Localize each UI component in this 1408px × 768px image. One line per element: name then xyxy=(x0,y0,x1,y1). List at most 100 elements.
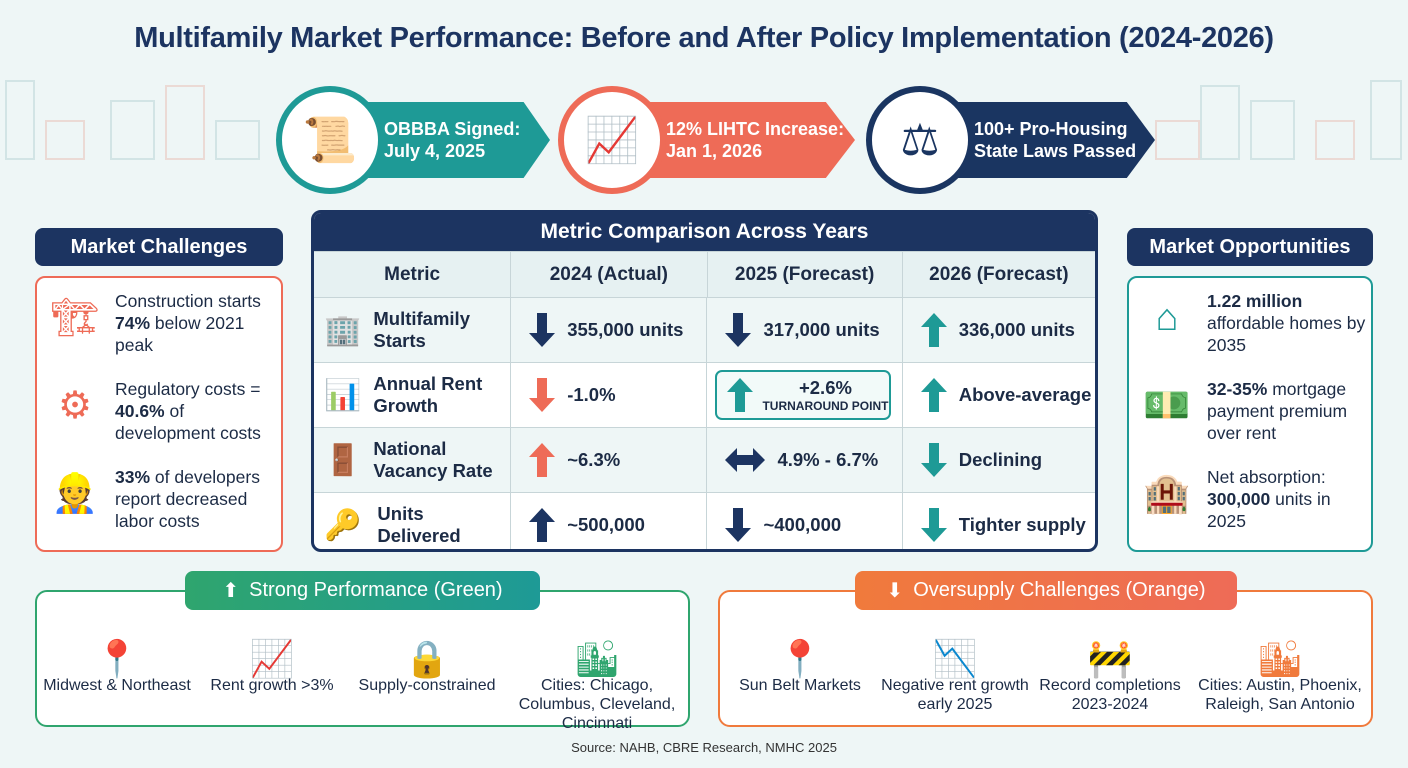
skyline-left-decoration xyxy=(0,70,270,160)
oversupply-item-text: Negative rent growth early 2025 xyxy=(881,677,1029,713)
document-certificate-icon: 📜 xyxy=(276,86,384,194)
challenges-item-text: Construction starts 74% below 2021 peak xyxy=(115,291,261,355)
page-title: Multifamily Market Performance: Before a… xyxy=(134,22,1274,54)
worker-icon: 👷 xyxy=(51,473,99,515)
lock-icon: 🔒 xyxy=(404,638,450,679)
bar-growth-icon: 📈 xyxy=(249,638,295,679)
table-title: Metric Comparison Across Years xyxy=(314,213,1095,251)
value-cell: Above-average xyxy=(901,363,1095,427)
strong-performance-panel: 📍 Midwest & Northeast 📈 Rent growth >3% … xyxy=(35,590,690,732)
metric-cell: 🏢 Multifamily Starts xyxy=(314,298,511,362)
value-text: Above-average xyxy=(958,384,1092,405)
strong-item: 📈 Rent growth >3% xyxy=(197,622,347,695)
arrow-down-icon xyxy=(920,508,947,542)
gear-dollar-icon: ⚙ xyxy=(57,385,93,427)
value-text: +2.6% xyxy=(798,377,852,398)
strong-item-text: Midwest & Northeast xyxy=(43,677,191,694)
challenges-header: Market Challenges xyxy=(35,228,283,266)
building-icon: 🏢 xyxy=(324,313,362,347)
arrow-up-icon xyxy=(920,313,947,347)
arrow-down-icon xyxy=(529,313,556,347)
value-cell: ~400,000 xyxy=(706,493,901,549)
strong-item-text: Supply-constrained xyxy=(358,677,496,694)
table-row: 🔑 Units Delivered ~500,000 ~400,000 Tighter … xyxy=(314,492,1095,549)
building-plus-icon: 🏨 xyxy=(1143,473,1191,515)
oversupply-title: Oversupply Challenges (Orange) xyxy=(913,579,1206,601)
value-text: ~400,000 xyxy=(763,514,842,535)
arrow-down-icon xyxy=(725,313,752,347)
value-text: Declining xyxy=(958,449,1042,470)
map-pin-icon: 📍 xyxy=(777,638,823,679)
house-heart-icon: ⌂ xyxy=(1155,297,1179,339)
opportunities-item-text: Net absorption: 300,000 units in 2025 xyxy=(1207,467,1331,531)
strong-item: 🔒 Supply-constrained xyxy=(352,622,502,695)
value-cell: +2.6% TURNAROUND POINT xyxy=(706,363,901,427)
arrow-down-icon xyxy=(920,443,947,477)
arrow-up-icon xyxy=(920,378,947,412)
value-cell: 355,000 units xyxy=(510,298,707,362)
column-header: 2026 (Forecast) xyxy=(901,252,1095,297)
oversupply-item: 🏙 Cities: Austin, Phoenix, Raleigh, San … xyxy=(1195,622,1365,714)
value-text: -1.0% xyxy=(567,384,616,405)
oversupply-item-text: Cities: Austin, Phoenix, Raleigh, San An… xyxy=(1198,677,1362,713)
value-text: 355,000 units xyxy=(567,319,684,340)
oversupply-header: ⬇ Oversupply Challenges (Orange) xyxy=(855,571,1237,610)
metric-comparison-table: Metric Comparison Across Years Metric 202… xyxy=(311,210,1098,552)
strong-item-text: Cities: Chicago, Columbus, Cleveland, Ci… xyxy=(518,677,676,732)
value-cell: ~500,000 xyxy=(510,493,706,549)
strong-performance-header: ⬆ Strong Performance (Green) xyxy=(185,571,540,610)
value-cell: -1.0% xyxy=(510,363,706,427)
city-icon: 🏙 xyxy=(574,638,620,679)
value-cell: 317,000 units xyxy=(706,298,902,362)
value-cell: Declining xyxy=(901,428,1095,492)
challenges-item-text: 33% of developers report decreased labor… xyxy=(115,467,260,531)
opportunities-item: 🏨 Net absorption: 300,000 units in 2025 xyxy=(1139,466,1372,532)
value-text: 317,000 units xyxy=(763,319,880,340)
oversupply-item-text: Record completions 2023-2024 xyxy=(1039,677,1181,713)
note-text: TURNAROUND POINT xyxy=(762,399,889,413)
strong-performance-title: Strong Performance (Green) xyxy=(249,579,503,601)
key-icon: 🔑 xyxy=(324,508,362,542)
metric-cell: 🔑 Units Delivered xyxy=(324,503,461,546)
gavel-icon: ⚖ xyxy=(866,86,974,194)
challenges-item: ⚙ Regulatory costs = 40.6% of developmen… xyxy=(47,378,280,444)
money-growth-icon: 💵 xyxy=(1143,385,1191,427)
challenges-item: 👷 33% of developers report decreased lab… xyxy=(47,466,280,532)
map-pin-icon: 📍 xyxy=(94,638,140,679)
oversupply-item: 📉 Negative rent growth early 2025 xyxy=(880,622,1030,714)
barrier-icon: 🚧 xyxy=(1087,638,1133,679)
city-icon: 🏙 xyxy=(1257,638,1303,679)
value-text: ~500,000 xyxy=(567,514,645,535)
arrow-up-icon xyxy=(727,378,754,412)
opportunities-item: ⌂ 1.22 million affordable homes by 2035 xyxy=(1139,290,1372,356)
skyline-right-decoration xyxy=(1150,70,1408,160)
value-cell: ~6.3% xyxy=(510,428,707,492)
value-cell: Tighter supply xyxy=(901,493,1095,549)
column-header: 2025 (Forecast) xyxy=(706,252,902,297)
oversupply-item-text: Sun Belt Markets xyxy=(739,677,861,694)
crane-icon: 🏗 xyxy=(50,297,100,339)
value-cell: 336,000 units xyxy=(901,298,1095,362)
arrow-up-icon xyxy=(529,443,556,477)
value-text: 4.9% - 6.7% xyxy=(777,449,879,470)
milestone-text-1: 12% LIHTC Increase: Jan 1, 2026 xyxy=(666,119,845,161)
opportunities-panel: ⌂ 1.22 million affordable homes by 2035 … xyxy=(1127,276,1373,552)
arrow-down-icon xyxy=(529,378,556,412)
table-row: 🏢 Multifamily Starts 355,000 units 317,000 … xyxy=(314,297,1095,362)
table-row: 📊 Annual Rent Growth -1.0% +2.6% TURNAROUND … xyxy=(314,362,1095,427)
opportunities-item-text: 32-35% mortgage payment premium over ren… xyxy=(1207,379,1348,443)
milestone-text-0: OBBBA Signed: July 4, 2025 xyxy=(384,119,521,161)
milestone-text-2: 100+ Pro-Housing State Laws Passed xyxy=(974,119,1137,161)
opportunities-header: Market Opportunities xyxy=(1127,228,1373,266)
value-cell: 4.9% - 6.7% xyxy=(706,428,902,492)
metric-cell: 🚪 National Vacancy Rate xyxy=(314,428,511,492)
growth-chart-icon: 📊 xyxy=(324,378,362,412)
opportunities-item: 💵 32-35% mortgage payment premium over r… xyxy=(1139,378,1372,444)
double-arrow-icon xyxy=(725,448,766,472)
challenges-panel: 🏗 Construction starts 74% below 2021 pea… xyxy=(35,276,283,552)
arrow-down-icon xyxy=(725,508,752,542)
metric-cell: 📊 Annual Rent Growth xyxy=(324,373,483,416)
bar-decline-icon: 📉 xyxy=(932,638,978,679)
arrow-up-icon: ⬆ xyxy=(222,580,240,602)
strong-item-text: Rent growth >3% xyxy=(210,677,334,694)
